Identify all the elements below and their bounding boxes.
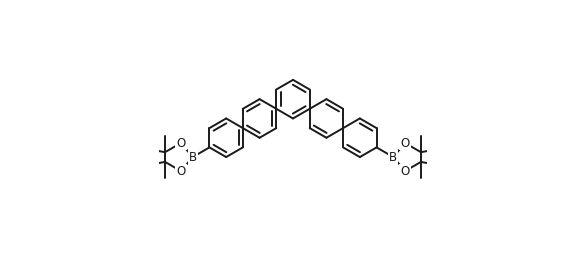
Text: B: B: [389, 151, 397, 163]
Text: O: O: [400, 165, 410, 178]
Text: B: B: [189, 151, 197, 163]
Text: O: O: [176, 165, 186, 178]
Text: O: O: [176, 136, 186, 150]
Text: O: O: [400, 136, 410, 150]
